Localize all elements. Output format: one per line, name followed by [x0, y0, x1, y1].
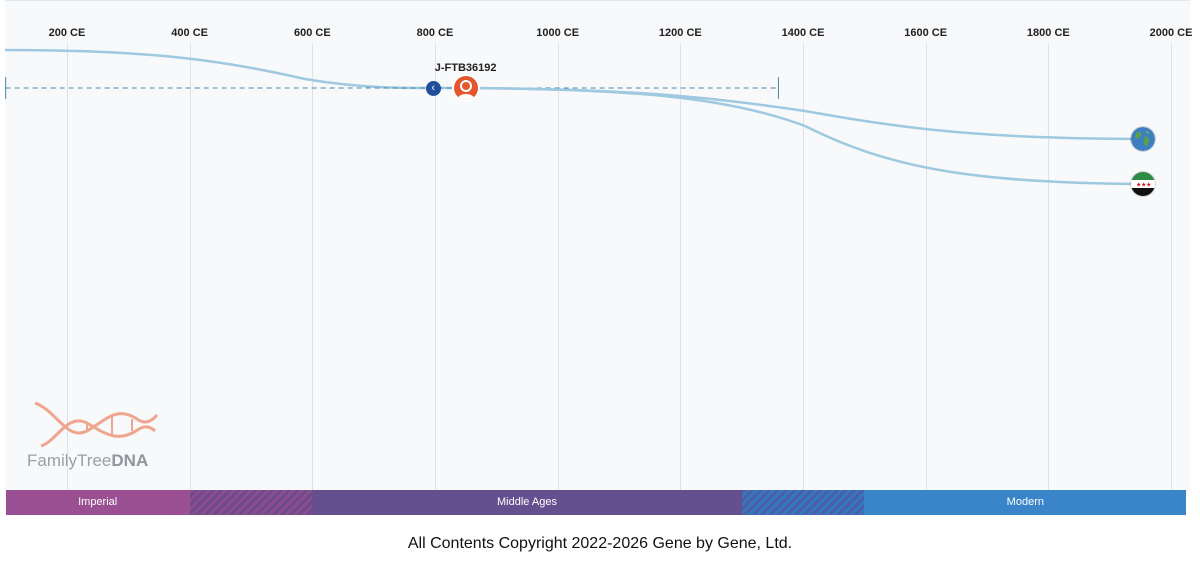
flag-icon[interactable]: ★ ★ ★: [1131, 172, 1156, 196]
back-button[interactable]: ‹: [425, 81, 441, 96]
axis-label: 600 CE: [293, 27, 331, 39]
branch-line: [465, 86, 1144, 141]
svg-text:★: ★: [1146, 182, 1151, 189]
axis-label: 800 CE: [416, 27, 454, 39]
era-segment: Imperial: [5, 490, 190, 515]
era-segment: Middle Ages: [312, 490, 742, 515]
gridline: [189, 43, 191, 491]
axis-label: 2000 CE: [1149, 27, 1193, 39]
gridline: [1048, 43, 1050, 491]
svg-text:★: ★: [1136, 182, 1141, 189]
axis-label: 200 CE: [48, 27, 86, 39]
gridline: [435, 43, 436, 491]
gridline: [925, 43, 927, 491]
axis-label: 400 CE: [171, 27, 209, 39]
gridline: [803, 43, 804, 491]
chevron-left-icon: ‹: [431, 82, 435, 94]
era-segment: Modern: [864, 490, 1187, 515]
globe-icon[interactable]: [1131, 127, 1156, 151]
axis-label: 1000 CE: [536, 27, 580, 39]
logo-text: FamilyTreeDNA: [27, 451, 149, 470]
gridline: [557, 43, 559, 491]
familytreedna-logo: FamilyTreeDNA: [27, 401, 177, 476]
gridline: [67, 43, 68, 491]
timeline-chart: 200 CE 400 CE 600 CE 800 CE 1000 CE 1200 CE 14…: [5, 0, 1193, 491]
svg-text:★: ★: [1141, 182, 1146, 189]
axis-label: 1400 CE: [781, 27, 825, 39]
avatar[interactable]: [453, 76, 478, 100]
dna-helix-icon: [34, 401, 159, 448]
gridline: [312, 43, 314, 491]
axis-label: 1600 CE: [904, 27, 948, 39]
axis-label: 1200 CE: [658, 27, 702, 39]
parent-branch-line: [5, 48, 466, 90]
axis-label: 1800 CE: [1026, 27, 1070, 39]
gridline: [680, 43, 682, 491]
era-segment: [741, 490, 865, 515]
gridline: [1171, 43, 1172, 491]
branch-lines: [5, 48, 1144, 186]
haplogroup-label[interactable]: J-FTB36192: [434, 62, 497, 74]
branch-line: [465, 86, 1144, 186]
era-segment: [189, 490, 313, 515]
person-icon: [456, 80, 475, 100]
era-bar: Imperial Middle Ages Modern: [5, 490, 1190, 515]
copyright-footer: All Contents Copyright 2022-2026 Gene by…: [407, 535, 793, 552]
